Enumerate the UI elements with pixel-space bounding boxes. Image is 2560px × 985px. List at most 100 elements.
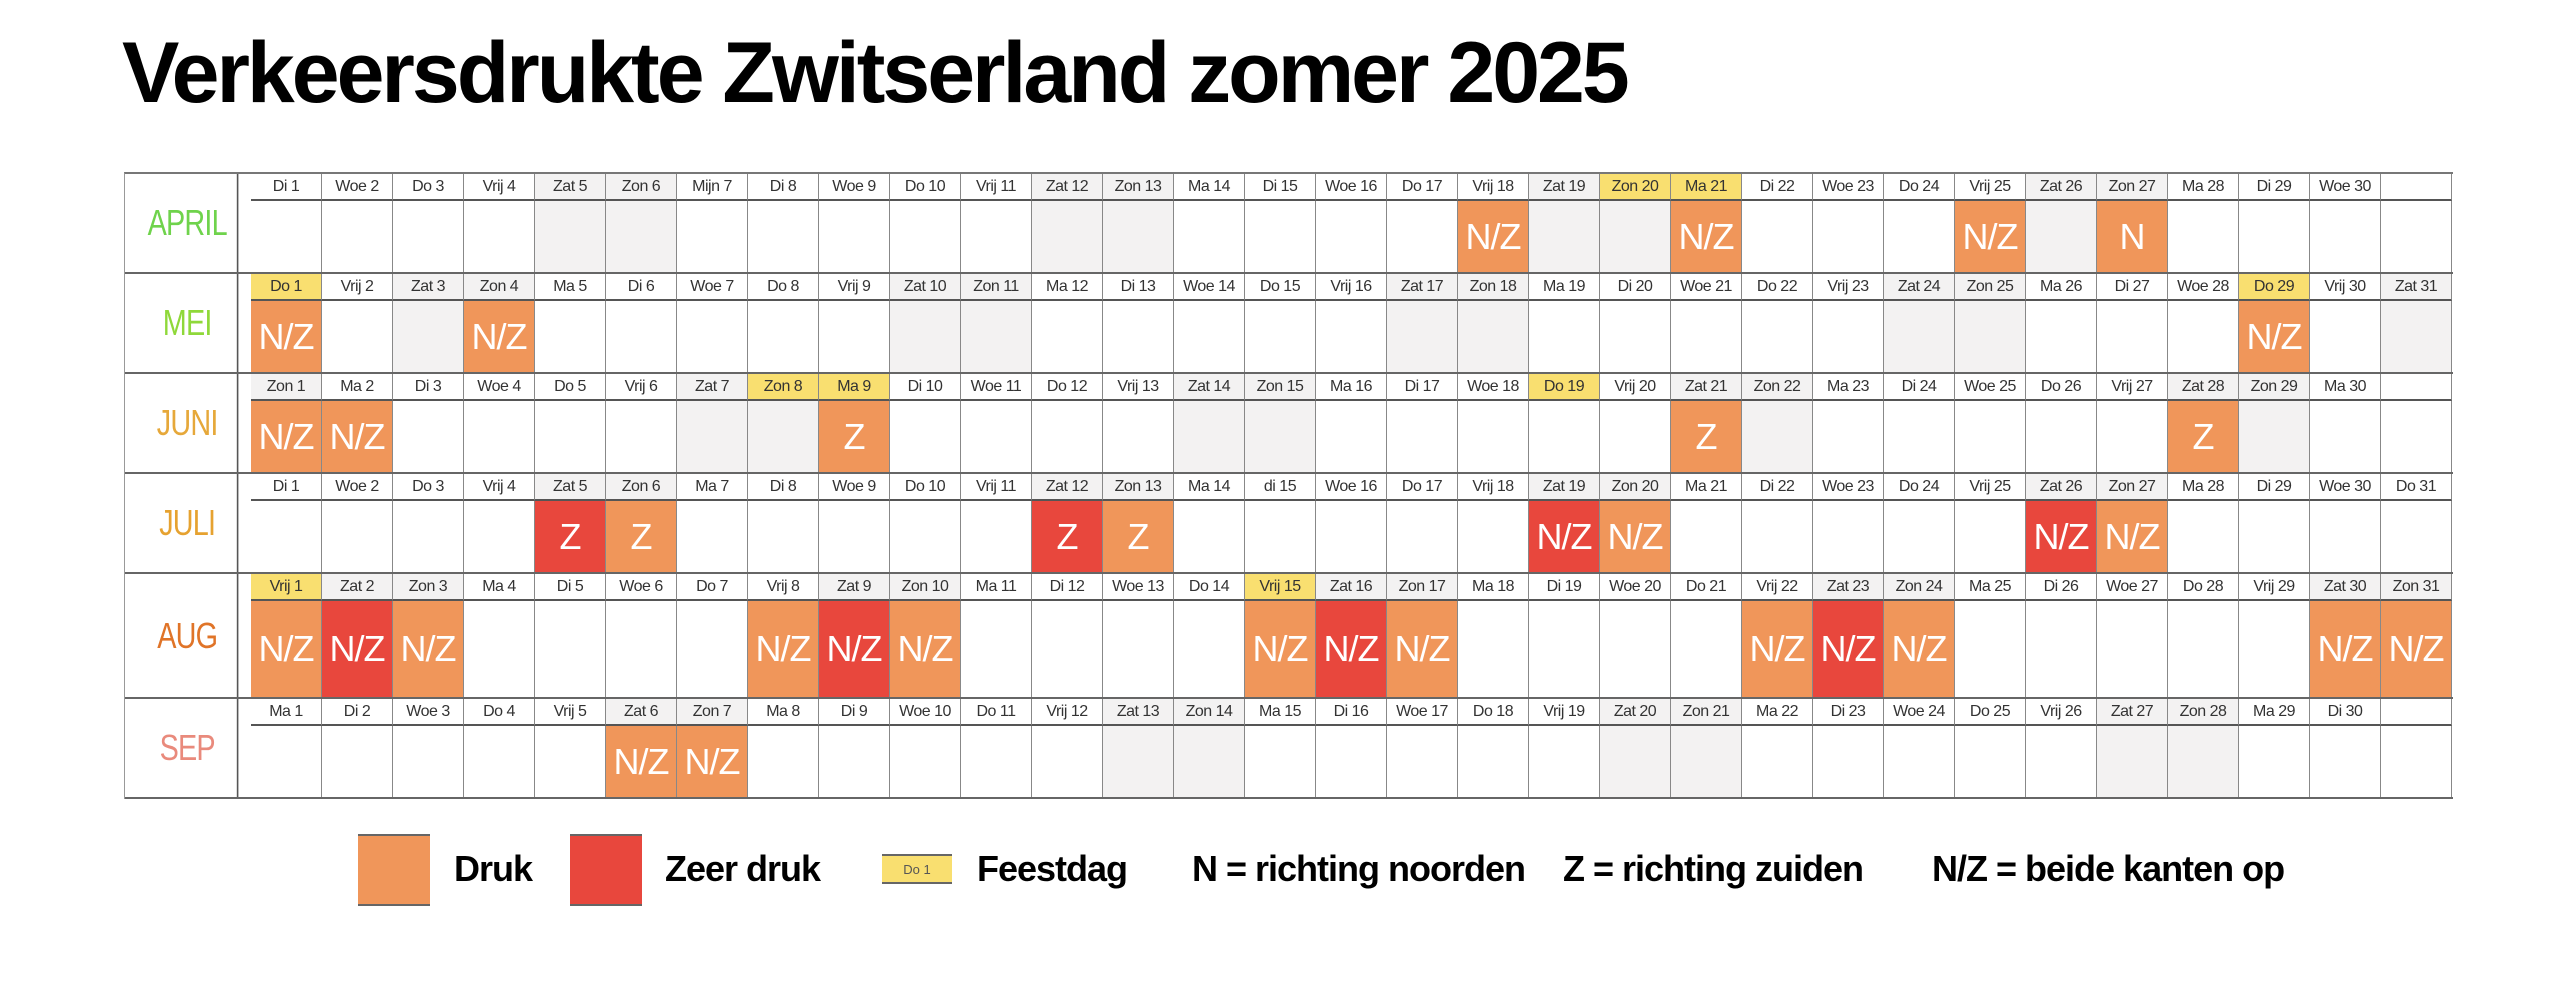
day-header: Do 24 — [1884, 474, 1955, 501]
day-header: Do 8 — [748, 274, 819, 301]
day-header: Woe 30 — [2310, 474, 2381, 501]
traffic-cell-druk: N/Z — [1458, 201, 1529, 272]
day-header: Vrij 4 — [464, 474, 535, 501]
day-cell — [2026, 301, 2097, 372]
day-cell — [1245, 501, 1316, 572]
day-header: Di 9 — [819, 699, 890, 726]
day-header: Di 30 — [2310, 699, 2381, 726]
day-cell — [322, 201, 393, 272]
day-cell — [2097, 301, 2168, 372]
traffic-cell-druk: N/Z — [1955, 201, 2026, 272]
day-cell — [1387, 301, 1458, 372]
legend-north-label: N = richting noorden — [1192, 848, 1526, 889]
legend-druk-label: Druk — [454, 848, 533, 889]
day-header: Ma 29 — [2239, 699, 2310, 726]
day-header: Di 29 — [2239, 174, 2310, 201]
day-header: Zat 16 — [1316, 574, 1387, 601]
empty-day-header — [2381, 699, 2452, 726]
day-cell — [1813, 301, 1884, 372]
day-header: Di 22 — [1742, 474, 1813, 501]
day-header: Zat 6 — [606, 699, 677, 726]
day-header: Di 1 — [251, 174, 322, 201]
day-cell — [606, 301, 677, 372]
traffic-cell-druk: N/Z — [464, 301, 535, 372]
day-cell — [2239, 201, 2310, 272]
traffic-cell-druk: N/Z — [677, 726, 748, 797]
day-cell — [1671, 501, 1742, 572]
day-cell — [1316, 501, 1387, 572]
traffic-cell-druk: N/Z — [2310, 601, 2381, 697]
day-cell — [1529, 301, 1600, 372]
day-header: Zon 15 — [1245, 374, 1316, 401]
traffic-cell-druk: N/Z — [251, 301, 322, 372]
day-header: Do 19 — [1529, 374, 1600, 401]
day-cell — [1458, 301, 1529, 372]
day-header: Woe 18 — [1458, 374, 1529, 401]
day-header: Vrij 25 — [1955, 174, 2026, 201]
day-header: Ma 14 — [1174, 174, 1245, 201]
day-cell — [2239, 501, 2310, 572]
day-cell — [393, 501, 464, 572]
day-cell — [1458, 601, 1529, 697]
day-cell — [1884, 726, 1955, 797]
day-cell — [2381, 726, 2452, 797]
day-cell — [677, 401, 748, 472]
traffic-cell-druk: N/Z — [1671, 201, 1742, 272]
day-header: Zon 27 — [2097, 474, 2168, 501]
traffic-cell-druk: N/Z — [1600, 501, 1671, 572]
month-label: MEI — [138, 274, 239, 372]
day-cell — [1955, 726, 2026, 797]
traffic-cell-zeer: N/Z — [2026, 501, 2097, 572]
day-cell — [1103, 726, 1174, 797]
day-header: Zat 24 — [1884, 274, 1955, 301]
day-cell — [2310, 501, 2381, 572]
day-cell — [961, 501, 1032, 572]
day-cell — [890, 726, 961, 797]
day-header: Vrij 23 — [1813, 274, 1884, 301]
day-header: Zat 19 — [1529, 174, 1600, 201]
day-header: Woe 10 — [890, 699, 961, 726]
day-cell — [1884, 301, 1955, 372]
day-cell — [1316, 201, 1387, 272]
traffic-cell-druk: N/Z — [2381, 601, 2452, 697]
traffic-calendar-grid: APRIL Di 1 Woe 2 Do 3 Vrij 4 Zat 5 Zon 6 Mijn 7… — [124, 172, 2453, 799]
day-header: Di 17 — [1387, 374, 1458, 401]
day-header: Ma 28 — [2168, 474, 2239, 501]
month-juni: JUNI Zon 1 N/Z Ma 2 N/Z Di 3 Woe 4 Do 5 Vrij 6 Za… — [125, 374, 2453, 474]
day-cell — [819, 501, 890, 572]
day-header: Zat 12 — [1032, 474, 1103, 501]
month-aug: AUG Vrij 1 N/Z Zat 2 N/Z Zon 3 N/Z Ma 4 Di 5 Woe … — [125, 574, 2453, 699]
day-header: Zat 27 — [2097, 699, 2168, 726]
traffic-cell-druk: N/Z — [2239, 301, 2310, 372]
day-header: Zon 20 — [1600, 474, 1671, 501]
day-cell — [748, 726, 819, 797]
day-cell — [1884, 201, 1955, 272]
day-cell — [1884, 401, 1955, 472]
month-label: JULI — [138, 474, 239, 572]
day-header: Di 6 — [606, 274, 677, 301]
day-cell — [2026, 201, 2097, 272]
day-cell — [2381, 301, 2452, 372]
day-cell — [1742, 301, 1813, 372]
day-cell — [1813, 401, 1884, 472]
day-header: Zon 14 — [1174, 699, 1245, 726]
day-header: Zon 13 — [1103, 474, 1174, 501]
day-header: Zat 10 — [890, 274, 961, 301]
day-cell — [1955, 301, 2026, 372]
traffic-cell-zeer: N/Z — [1813, 601, 1884, 697]
day-header: Do 10 — [890, 174, 961, 201]
day-header: Do 12 — [1032, 374, 1103, 401]
day-header: Zon 21 — [1671, 699, 1742, 726]
traffic-cell-zeer: N/Z — [1529, 501, 1600, 572]
day-cell — [1671, 601, 1742, 697]
day-header: Vrij 4 — [464, 174, 535, 201]
day-cell — [1174, 501, 1245, 572]
day-cell — [1174, 201, 1245, 272]
day-cell — [393, 726, 464, 797]
day-header: Di 8 — [748, 474, 819, 501]
day-cell — [322, 301, 393, 372]
day-cell — [464, 401, 535, 472]
day-header: Woe 23 — [1813, 474, 1884, 501]
traffic-cell-zeer: N/Z — [819, 601, 890, 697]
day-header: Zon 31 — [2381, 574, 2452, 601]
